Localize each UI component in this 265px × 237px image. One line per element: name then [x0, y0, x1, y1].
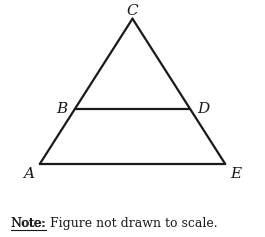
- Text: Note:: Note:: [11, 217, 46, 230]
- Text: C: C: [127, 4, 138, 18]
- Text: A: A: [24, 167, 35, 181]
- Text: E: E: [230, 167, 241, 181]
- Text: Note: Figure not drawn to scale.: Note: Figure not drawn to scale.: [11, 217, 217, 230]
- Text: B: B: [56, 102, 67, 116]
- Text: D: D: [197, 102, 209, 116]
